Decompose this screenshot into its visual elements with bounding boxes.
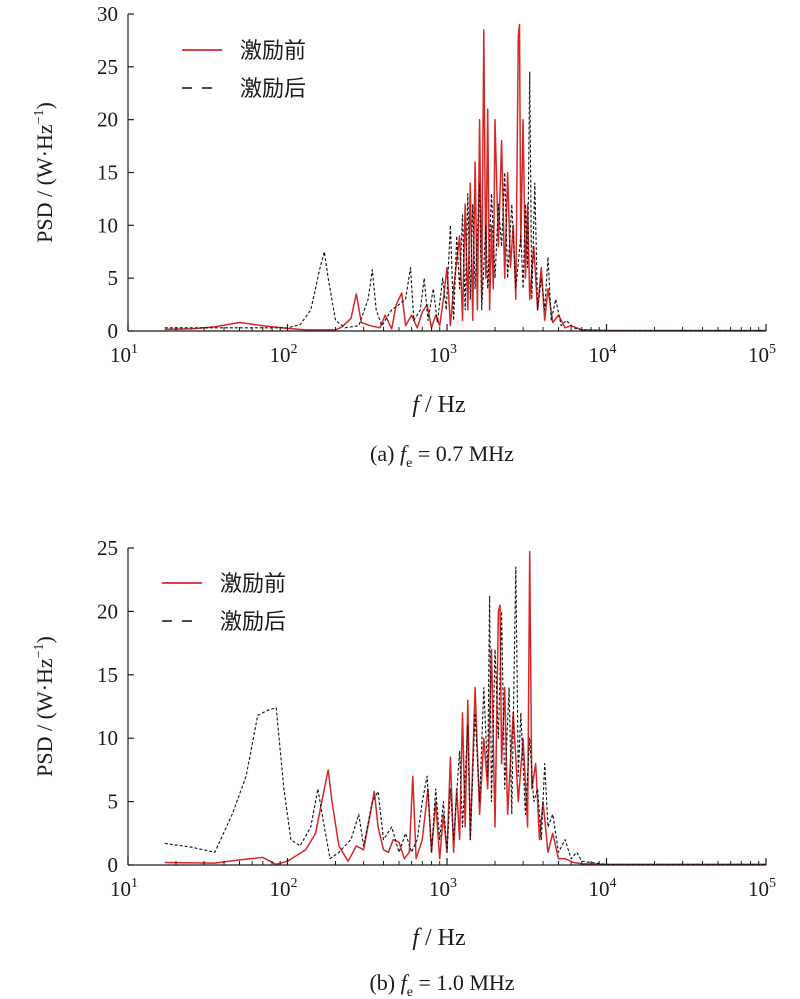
legend-label-after: 激励后 xyxy=(240,77,306,102)
x-tick-label: 101 xyxy=(110,876,138,901)
panel-b-xlabel: f / Hz xyxy=(412,925,465,951)
y-tick-label: 0 xyxy=(108,319,119,343)
x-tick-label: 103 xyxy=(429,876,457,901)
panel-a-series xyxy=(164,23,766,332)
legend-label-before: 激励前 xyxy=(240,39,306,64)
y-tick-label: 10 xyxy=(97,213,118,237)
legend-label-before: 激励前 xyxy=(220,572,286,597)
legend-label-after: 激励后 xyxy=(220,610,286,635)
x-tick-label: 105 xyxy=(748,876,776,901)
y-tick-label: 25 xyxy=(97,536,118,560)
panel-a-xlabel: f / Hz xyxy=(412,392,465,418)
y-tick-label: 5 xyxy=(108,266,119,290)
series-line-after xyxy=(164,566,766,865)
y-tick-label: 30 xyxy=(97,2,118,26)
series-line-after xyxy=(164,71,766,332)
y-tick-label: 15 xyxy=(97,161,118,185)
x-tick-label: 102 xyxy=(270,876,298,901)
x-tick-label: 104 xyxy=(589,876,617,901)
panel-b-ylabel: PSD / (W·Hz−1) xyxy=(32,636,57,777)
panel-a-axes: 0 5 10 15 20 25 30 101 102 103 104 105 xyxy=(97,2,776,367)
y-tick-label: 10 xyxy=(97,726,118,750)
series-line-before xyxy=(164,23,766,332)
y-tick-label: 20 xyxy=(97,599,118,623)
y-tick-label: 5 xyxy=(108,790,119,814)
x-tick-label: 104 xyxy=(589,342,617,367)
panel-a-ylabel: PSD / (W·Hz−1) xyxy=(32,102,57,243)
panel-b-axes: 0 5 10 15 20 25 101 102 103 104 105 xyxy=(97,536,776,901)
x-tick-label: 101 xyxy=(110,342,138,367)
y-tick-label: 25 xyxy=(97,55,118,79)
y-tick-label: 15 xyxy=(97,663,118,687)
series-line-before xyxy=(164,551,766,866)
x-tick-label: 105 xyxy=(748,342,776,367)
x-tick-label: 103 xyxy=(429,342,457,367)
x-tick-label: 102 xyxy=(270,342,298,367)
panel-b-caption: (b) fe = 1.0 MHz xyxy=(369,970,514,999)
y-tick-label: 20 xyxy=(97,108,118,132)
y-tick-label: 0 xyxy=(108,853,119,877)
panel-b-series xyxy=(164,551,766,866)
panel-a-caption: (a) fe = 0.7 MHz xyxy=(370,441,514,471)
